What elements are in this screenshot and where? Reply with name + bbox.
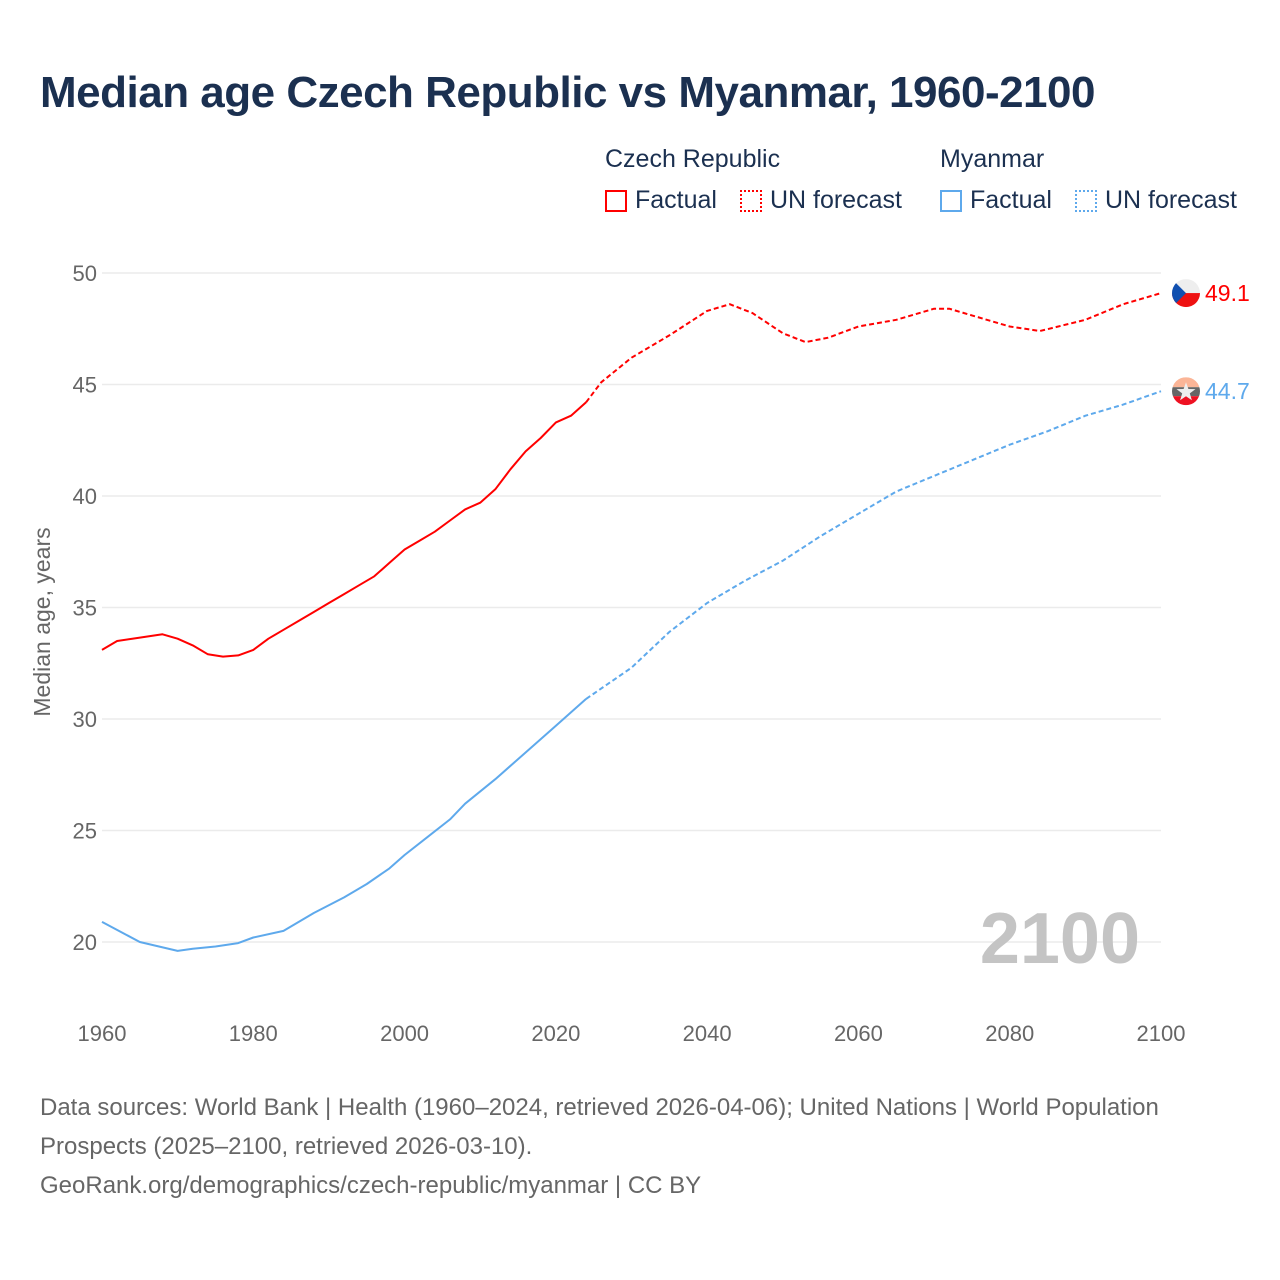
y-tick-label: 25	[73, 819, 97, 844]
legend-item-forecast[interactable]: UN forecast	[739, 186, 902, 215]
x-tick-label: 2020	[531, 1021, 580, 1046]
end-markers: 49.1 44.7	[1172, 279, 1250, 406]
legend-swatch-dotted	[739, 189, 762, 212]
legend-group-name: Myanmar	[940, 145, 1045, 173]
y-axis-label: Median age, years	[29, 527, 55, 716]
y-tick-label: 35	[73, 596, 97, 621]
legend-label: Factual	[635, 186, 717, 214]
legend-czech-republic: Czech Republic Factual UN forecast	[605, 145, 918, 219]
legend-myanmar: Myanmar Factual UN forecast	[940, 145, 1253, 219]
chart-title: Median age Czech Republic vs Myanmar, 19…	[40, 68, 1095, 117]
legend-swatch-solid	[605, 189, 627, 212]
myanmar-flag-icon	[1172, 377, 1200, 406]
x-tick-label: 1960	[78, 1021, 127, 1046]
x-tick-label: 2040	[683, 1021, 732, 1046]
legend-swatch-solid	[940, 189, 962, 212]
legend-label: Factual	[970, 186, 1052, 214]
y-tick-label: 50	[73, 261, 97, 286]
data-sources: Data sources: World Bank | Health (1960–…	[40, 1094, 1159, 1160]
y-tick-label: 40	[73, 484, 97, 509]
y-tick-label: 30	[73, 707, 97, 732]
legend-group-name: Czech Republic	[605, 145, 781, 173]
legend-item-factual[interactable]: Factual	[605, 186, 717, 215]
legend-swatch-dotted	[1074, 189, 1097, 212]
year-watermark: 2100	[980, 899, 1140, 979]
source-link[interactable]: GeoRank.org/demographics/czech-republic/…	[40, 1172, 702, 1199]
czech-republic-forecast-line	[585, 292, 1162, 403]
czech-republic-flag-icon	[1172, 279, 1200, 308]
x-tick-label: 2000	[380, 1021, 429, 1046]
legend-item-factual[interactable]: Factual	[940, 186, 1052, 215]
x-tick-label: 2080	[985, 1021, 1034, 1046]
myanmar-end-label: 44.7	[1205, 378, 1250, 404]
czech-republic-factual-line	[101, 401, 587, 658]
y-tick-label: 20	[73, 930, 97, 955]
grid: 20 25 30 35 40 45 50 1960 1980 2000 2020 2040 2060 20…	[73, 261, 1186, 1046]
y-tick-label: 45	[73, 373, 97, 398]
series-lines	[101, 292, 1162, 952]
x-tick-label: 1980	[229, 1021, 278, 1046]
legend-label: UN forecast	[769, 186, 902, 214]
legend-item-forecast[interactable]: UN forecast	[1074, 186, 1237, 215]
myanmar-factual-line	[101, 698, 587, 952]
czech-republic-end-label: 49.1	[1205, 280, 1250, 306]
legend-label: UN forecast	[1104, 186, 1237, 214]
x-tick-label: 2060	[834, 1021, 883, 1046]
x-tick-label: 2100	[1137, 1021, 1186, 1046]
myanmar-forecast-line	[585, 390, 1162, 700]
footer: Data sources: World Bank | Health (1960–…	[40, 1088, 1190, 1205]
